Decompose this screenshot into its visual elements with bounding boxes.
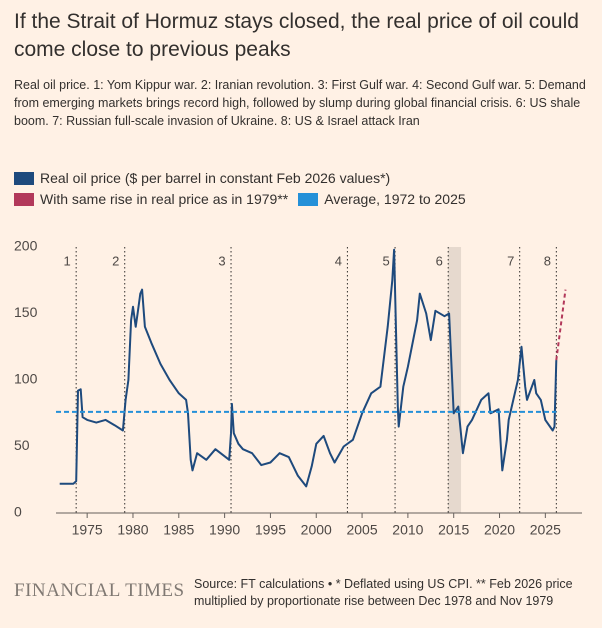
legend: Real oil price ($ per barrel in constant… xyxy=(14,168,476,212)
legend-item: Average, 1972 to 2025 xyxy=(298,189,466,210)
brand: FINANCIAL TIMES xyxy=(14,580,185,601)
y-tick-label: 200 xyxy=(14,238,38,254)
x-tick-label: 1980 xyxy=(117,522,148,538)
x-tick-label: 2020 xyxy=(484,522,515,538)
x-tick-label: 2025 xyxy=(530,522,561,538)
event-label: 5 xyxy=(382,253,389,268)
y-tick-label: 50 xyxy=(14,437,30,453)
event-label: 4 xyxy=(335,253,342,268)
legend-item: With same rise in real price as in 1979*… xyxy=(14,189,288,210)
legend-item: Real oil price ($ per barrel in constant… xyxy=(14,168,466,189)
event-label: 3 xyxy=(218,253,225,268)
data-line xyxy=(59,248,558,488)
x-tick-label: 1995 xyxy=(255,522,286,538)
source: Source: FT calculations • * Deflated usi… xyxy=(194,577,573,608)
legend-swatch xyxy=(14,193,34,206)
legend-label: Average, 1972 to 2025 xyxy=(324,191,466,207)
x-tick-label: 2010 xyxy=(392,522,423,538)
y-tick-label: 150 xyxy=(14,304,38,320)
y-tick-label: 100 xyxy=(14,371,38,387)
x-tick-label: 1990 xyxy=(209,522,240,538)
chart-subtitle: Real oil price. 1: Yom Kippur war. 2: Ir… xyxy=(14,78,586,128)
x-tick-label: 2000 xyxy=(301,522,332,538)
chart: 0 50 100 150 200 1975 1980 1985 1990 1995 2000 2005… xyxy=(14,238,582,538)
chart-title: If the Strait of Hormuz stays closed, th… xyxy=(14,10,579,61)
y-tick-label: 0 xyxy=(14,504,22,520)
legend-swatch xyxy=(14,172,34,185)
event-label: 6 xyxy=(436,253,443,268)
legend-label: With same rise in real price as in 1979*… xyxy=(40,191,289,207)
event-label: 2 xyxy=(112,253,119,268)
event-label: 8 xyxy=(544,253,551,268)
projection-line xyxy=(555,289,567,361)
x-tick-label: 2015 xyxy=(438,522,469,538)
event-label: 1 xyxy=(64,253,71,268)
x-tick-label: 1985 xyxy=(163,522,194,538)
shaded-range xyxy=(448,247,462,513)
x-tick-label: 2005 xyxy=(346,522,377,538)
legend-swatch xyxy=(298,193,319,206)
legend-label: Real oil price ($ per barrel in constant… xyxy=(40,170,391,186)
x-tick-label: 1975 xyxy=(72,522,103,538)
event-label: 7 xyxy=(507,253,514,268)
